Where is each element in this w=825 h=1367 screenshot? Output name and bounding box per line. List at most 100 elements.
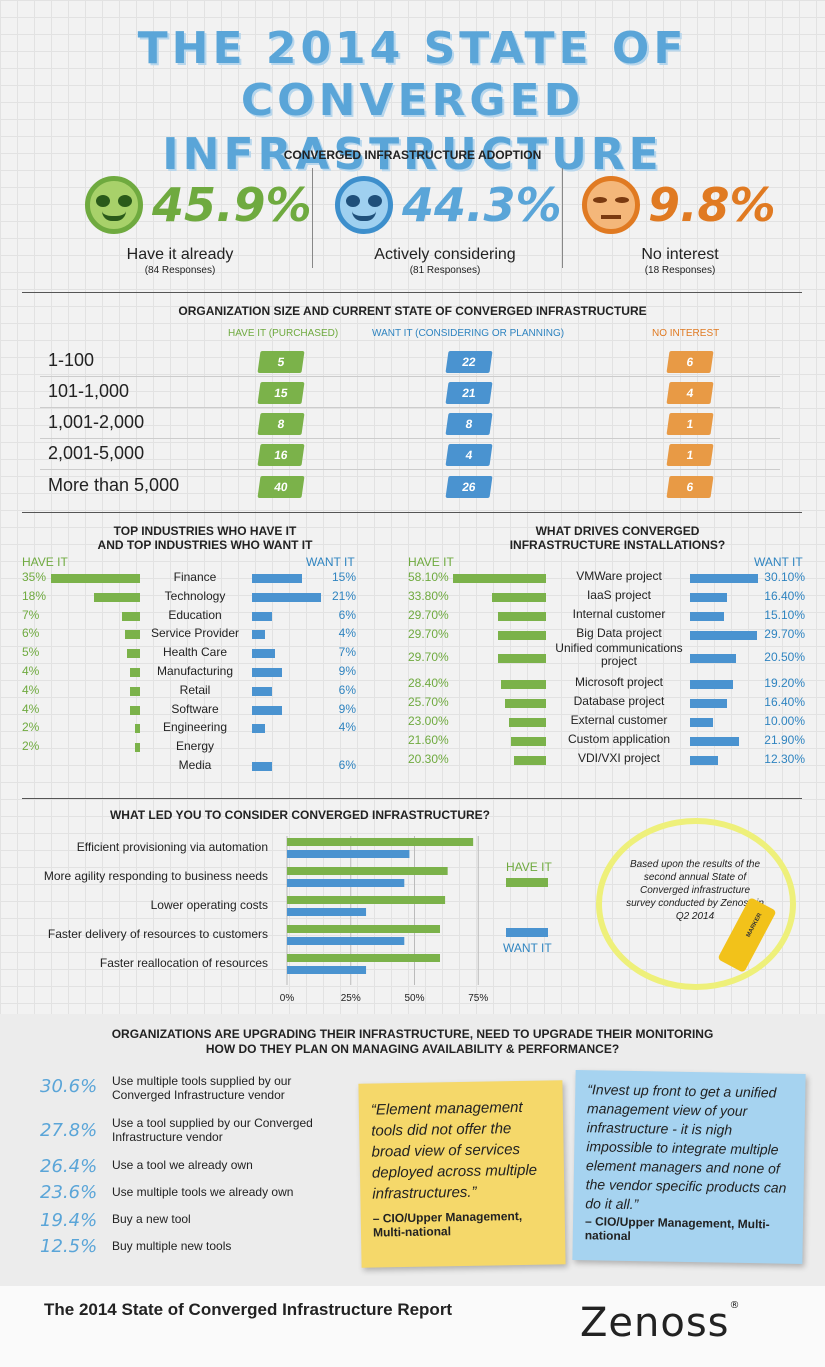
driver-want-bar xyxy=(690,737,740,746)
happy-face-sunglasses-icon xyxy=(85,176,143,234)
driver-name: Internal customer xyxy=(572,607,666,621)
have-bar xyxy=(287,925,440,933)
industry-want-bar xyxy=(252,611,272,621)
driver-have-pct: 29.70% xyxy=(408,650,449,664)
monitoring-label: Use a tool we already own xyxy=(112,1158,253,1172)
monitoring-pct: 23.6% xyxy=(40,1182,98,1203)
driver-name: Microsoft project xyxy=(574,675,664,689)
driver-have-pct: 58.10% xyxy=(408,570,449,584)
driver-have-bar xyxy=(498,631,546,640)
drivers-have-label: HAVE IT xyxy=(408,555,454,569)
driver-want-bar xyxy=(690,612,724,621)
org-row-label: More than 5,000 xyxy=(48,475,180,495)
driver-have-pct: 25.70% xyxy=(408,695,449,709)
legend-want-label: WANT IT xyxy=(503,941,552,955)
driver-want-bar xyxy=(690,680,734,689)
industry-want-pct: 4% xyxy=(338,720,356,735)
want-bar xyxy=(287,879,405,887)
want-bar xyxy=(287,908,367,916)
driver-name: Custom application xyxy=(567,732,671,746)
adoption-no-interest-label: No interest xyxy=(641,246,719,263)
driver-want-pct: 29.70% xyxy=(764,627,805,641)
driver-have-bar xyxy=(453,574,546,583)
industry-have-pct: 7% xyxy=(22,607,40,622)
monitoring-pct: 26.4% xyxy=(40,1156,98,1177)
org-none-badge: 1 xyxy=(666,413,714,435)
monitoring-pct: 30.6% xyxy=(40,1076,98,1097)
industry-name: Software xyxy=(171,701,219,716)
driver-want-bar xyxy=(690,756,718,765)
industry-name: Service Provider xyxy=(150,626,240,641)
driver-want-pct: 21.90% xyxy=(764,733,805,747)
footer xyxy=(0,1286,825,1367)
category-label: Faster reallocation of resources xyxy=(100,956,268,970)
monitoring-pct: 12.5% xyxy=(40,1236,98,1257)
category-label: Faster delivery of resources to customer… xyxy=(48,927,268,941)
want-bar xyxy=(287,850,410,858)
industry-name: Retail xyxy=(179,682,211,697)
industry-want-bar xyxy=(252,574,302,583)
legend-have-swatch xyxy=(506,878,548,887)
monitoring-label: Use a tool supplied by our Converged Inf… xyxy=(112,1116,313,1144)
driver-name: Unified communications project xyxy=(555,641,683,668)
driver-name: IaaS project xyxy=(586,588,652,602)
industry-have-bar xyxy=(50,574,140,583)
industry-have-bar xyxy=(127,649,140,659)
driver-name: VDI/VXI project xyxy=(577,751,661,765)
industry-want-bar xyxy=(252,724,266,734)
driver-want-pct: 30.10% xyxy=(764,570,805,584)
driver-want-bar xyxy=(690,718,713,727)
org-want-badge: 21 xyxy=(445,382,493,404)
grinning-face-icon xyxy=(335,176,393,234)
org-none-badge: 6 xyxy=(666,351,714,373)
industry-have-pct: 4% xyxy=(22,701,40,716)
industry-have-pct: 4% xyxy=(22,664,40,678)
industry-want-bar xyxy=(252,686,272,696)
industry-want-pct: 6% xyxy=(338,607,356,622)
driver-want-pct: 10.00% xyxy=(764,714,805,728)
adoption-heading: CONVERGED INFRASTRUCTURE ADOPTION xyxy=(283,148,542,162)
adoption-have-label: Have it already xyxy=(126,246,234,263)
org-want-badge: 26 xyxy=(445,476,493,498)
industry-want-pct: 9% xyxy=(338,664,356,678)
category-label: Lower operating costs xyxy=(151,898,268,912)
want-bar xyxy=(287,937,405,945)
org-row-label: 2,001-5,000 xyxy=(48,443,145,463)
org-col-have: HAVE IT (PURCHASED) xyxy=(228,328,339,339)
x-tick-label: 25% xyxy=(341,993,361,1002)
have-bar xyxy=(287,896,446,904)
driver-name: VMWare project xyxy=(576,569,662,583)
driver-have-pct: 33.80% xyxy=(408,589,449,603)
adoption-considering-label: Actively considering xyxy=(374,246,516,263)
adoption-considering-pct: 44.3% xyxy=(402,178,562,232)
industry-have-pct: 4% xyxy=(22,682,40,697)
industry-have-pct: 35% xyxy=(22,570,47,584)
row-line xyxy=(40,469,780,470)
driver-want-bar xyxy=(690,654,737,663)
org-col-none: NO INTEREST xyxy=(652,328,720,339)
adoption-have-responses: (84 Responses) xyxy=(144,265,216,276)
industry-want-bar xyxy=(252,630,266,640)
industry-have-bar xyxy=(122,611,140,621)
org-row-label: 1-100 xyxy=(48,350,95,370)
section-divider xyxy=(22,512,802,513)
driver-have-bar xyxy=(513,756,546,765)
driver-want-bar xyxy=(690,574,758,583)
driver-want-pct: 20.50% xyxy=(764,650,805,664)
driver-have-bar xyxy=(511,737,546,746)
industry-want-pct: 6% xyxy=(338,758,356,772)
adoption-considering-responses: (81 Responses) xyxy=(409,265,481,276)
footer-report-title: The 2014 State of Converged Infrastructu… xyxy=(44,1300,453,1319)
category-label: More agility responding to business need… xyxy=(44,869,268,883)
driver-name: Database project xyxy=(573,694,665,708)
org-want-badge: 8 xyxy=(445,413,493,435)
main-title-line1: THE 2014 STATE OF xyxy=(137,23,688,74)
quote-note-blue: “Invest up front to get a unified manage… xyxy=(572,1070,806,1264)
monitoring-label: Use multiple tools supplied by our Conve… xyxy=(112,1074,292,1102)
org-have-badge: 5 xyxy=(257,351,305,373)
driver-want-pct: 16.40% xyxy=(764,589,805,603)
industry-name: Education xyxy=(168,607,222,622)
drivers-heading: WHAT DRIVES CONVERGED INFRASTRUCTURE INS… xyxy=(509,524,726,552)
industry-want-bar xyxy=(252,592,322,602)
driver-have-bar xyxy=(500,680,546,689)
